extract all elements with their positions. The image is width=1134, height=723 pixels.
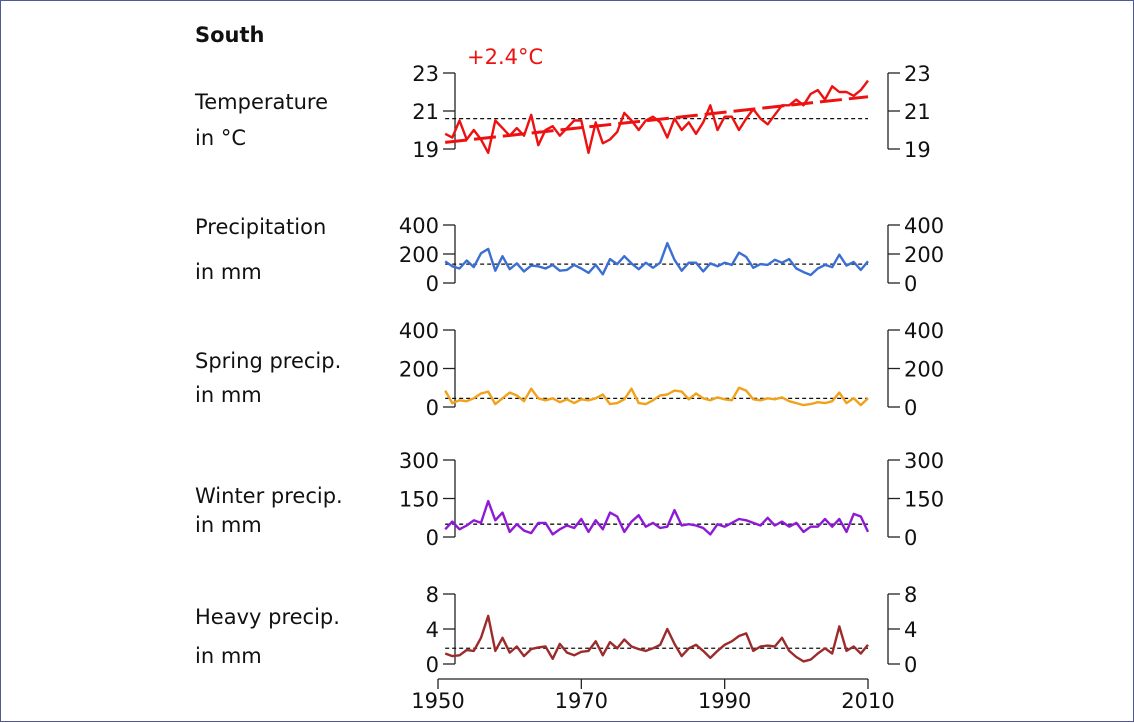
right-y-tick-label: 200 bbox=[904, 243, 944, 267]
panel-label-line: in mm bbox=[195, 513, 262, 537]
left-y-tick-label: 200 bbox=[399, 243, 439, 267]
panels-group: Temperature in °C +2.4°C 19 19 21 21 23 23 Precip… bbox=[194, 45, 944, 677]
panel-label-line: in mm bbox=[195, 644, 262, 668]
left-y-tick-label: 0 bbox=[426, 272, 439, 296]
panel-5: Heavy precip. in mm 0 0 4 4 8 8 bbox=[195, 583, 917, 677]
left-y-tick-label: 400 bbox=[399, 319, 439, 343]
panel-label-line: in mm bbox=[195, 260, 262, 284]
x-axis: 1950 1970 1990 2010 bbox=[411, 678, 895, 713]
series-line bbox=[444, 499, 870, 536]
series-line bbox=[444, 79, 869, 155]
x-tick-label: 1950 bbox=[411, 689, 464, 713]
x-tick-label: 1970 bbox=[555, 689, 608, 713]
x-tick-label: 1990 bbox=[698, 689, 751, 713]
panel-2: Precipitation in mm 0 0 200 200 400 400 bbox=[195, 214, 944, 296]
left-y-tick-label: 200 bbox=[399, 358, 439, 382]
left-y-tick-label: 4 bbox=[426, 618, 439, 642]
region-title: South bbox=[195, 23, 265, 47]
right-y-tick-label: 21 bbox=[904, 100, 931, 124]
x-tick-label: 2010 bbox=[841, 689, 894, 713]
left-y-tick-label: 400 bbox=[399, 214, 439, 238]
panel-3: Spring precip. in mm 0 0 200 200 400 400 bbox=[195, 319, 944, 420]
trend-annotation: +2.4°C bbox=[467, 45, 543, 69]
panel-label-line: Precipitation bbox=[195, 215, 326, 239]
left-y-tick-label: 300 bbox=[399, 449, 439, 473]
right-y-tick-label: 19 bbox=[904, 138, 931, 162]
right-y-tick-label: 400 bbox=[904, 214, 944, 238]
right-y-tick-label: 4 bbox=[904, 618, 917, 642]
right-y-tick-label: 400 bbox=[904, 319, 944, 343]
right-y-tick-label: 0 bbox=[904, 653, 917, 677]
panel-label-line: Heavy precip. bbox=[195, 605, 340, 629]
left-y-tick-label: 23 bbox=[412, 62, 439, 86]
right-y-tick-label: 8 bbox=[904, 583, 917, 607]
left-y-tick-label: 21 bbox=[412, 100, 439, 124]
right-y-tick-label: 200 bbox=[904, 358, 944, 382]
right-y-tick-label: 23 bbox=[904, 62, 931, 86]
panel-label-line: in °C bbox=[195, 126, 246, 150]
panel-label-line: Spring precip. bbox=[195, 349, 341, 373]
left-y-tick-label: 0 bbox=[426, 396, 439, 420]
series-line bbox=[444, 386, 869, 407]
right-y-tick-label: 300 bbox=[904, 449, 944, 473]
panel-1: Temperature in °C +2.4°C 19 19 21 21 23 23 bbox=[194, 45, 931, 162]
right-y-tick-label: 150 bbox=[904, 488, 944, 512]
left-y-tick-label: 0 bbox=[426, 526, 439, 550]
left-y-tick-label: 150 bbox=[399, 488, 439, 512]
series-line bbox=[444, 241, 869, 277]
panel-4: Winter precip. in mm 0 0 150 150 300 300 bbox=[195, 449, 944, 550]
panel-label-line: Winter precip. bbox=[195, 484, 343, 508]
right-y-tick-label: 0 bbox=[904, 272, 917, 296]
right-y-tick-label: 0 bbox=[904, 396, 917, 420]
right-y-tick-label: 0 bbox=[904, 526, 917, 550]
panel-label-line: Temperature bbox=[194, 90, 328, 114]
left-y-tick-label: 19 bbox=[412, 138, 439, 162]
left-y-tick-label: 8 bbox=[426, 583, 439, 607]
panel-label-line: in mm bbox=[195, 383, 262, 407]
series-line bbox=[444, 614, 869, 663]
left-y-tick-label: 0 bbox=[426, 653, 439, 677]
